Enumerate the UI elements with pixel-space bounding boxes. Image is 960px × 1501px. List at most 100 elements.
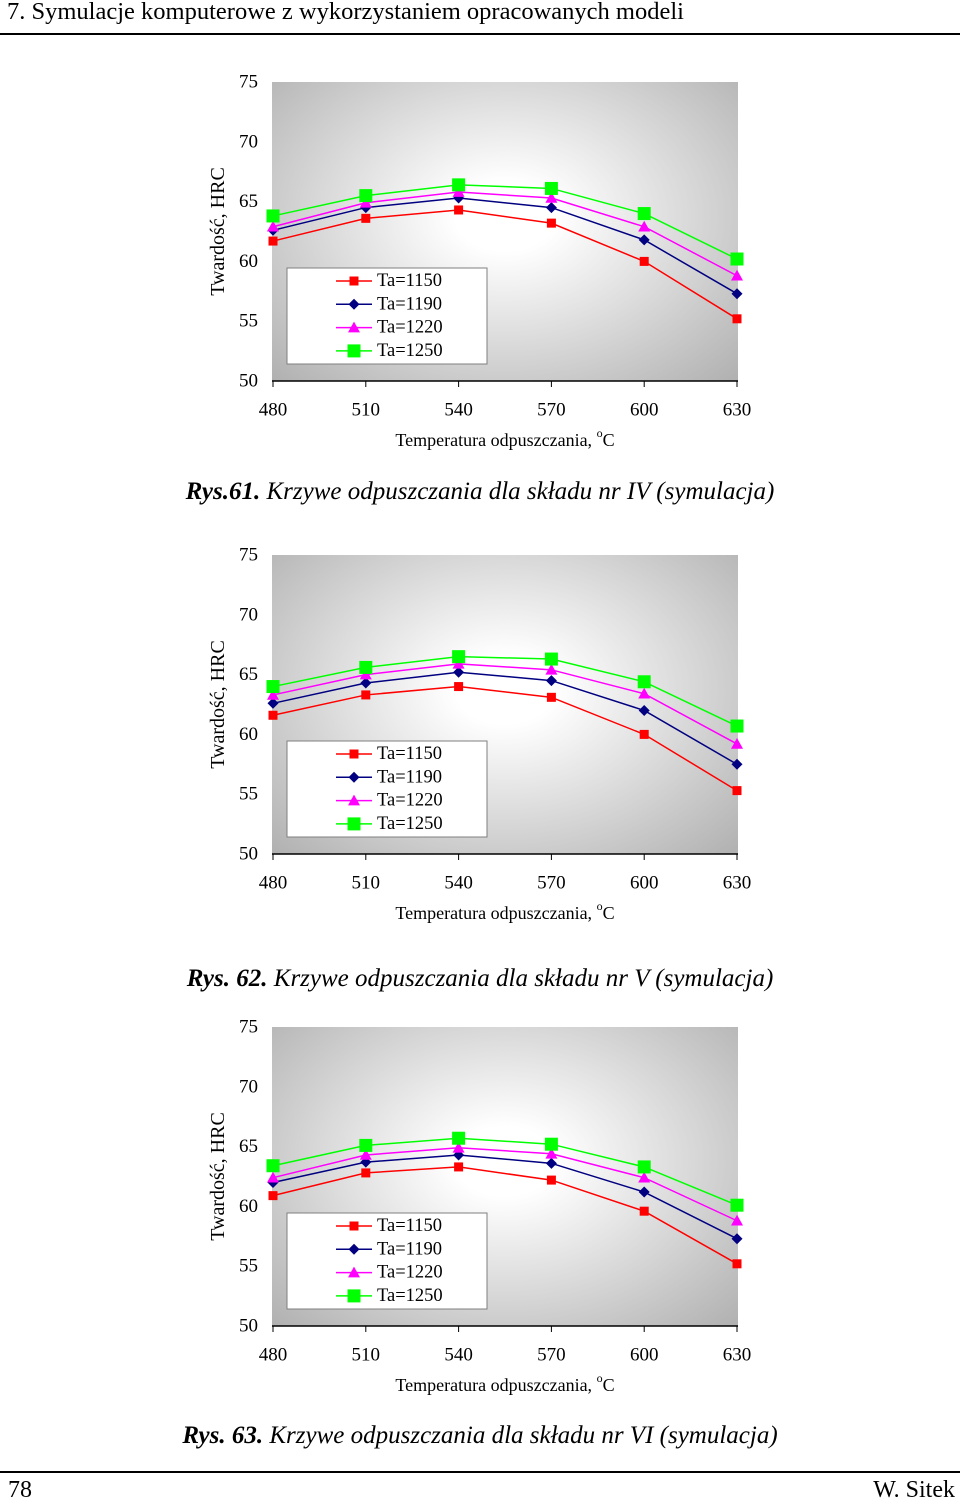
data-point-ta1250 xyxy=(266,1159,280,1173)
figure-caption-text: Krzywe odpuszczania dla składu nr IV (sy… xyxy=(260,478,775,505)
data-point-ta1250 xyxy=(266,209,280,223)
data-point-ta1150 xyxy=(732,786,742,796)
legend-marker-ta1250 xyxy=(347,817,361,831)
data-point-ta1250 xyxy=(266,680,280,694)
data-point-ta1220 xyxy=(452,1141,465,1153)
legend-marker-ta1220 xyxy=(348,1266,360,1278)
y-tick-label: 60 xyxy=(239,251,258,272)
data-point-ta1220 xyxy=(267,688,279,700)
legend-label-ta1190: Ta=1190 xyxy=(377,1239,442,1259)
legend-marker-ta1220 xyxy=(348,321,360,333)
x-tick-label: 570 xyxy=(537,400,566,421)
y-tick-label: 50 xyxy=(239,844,258,865)
y-tick-label: 75 xyxy=(239,545,258,566)
legend-label-ta1220: Ta=1220 xyxy=(377,1263,443,1283)
data-point-ta1150 xyxy=(268,1191,278,1201)
y-tick-label: 65 xyxy=(239,191,258,212)
data-point-ta1250 xyxy=(637,675,651,689)
x-tick-label: 480 xyxy=(259,400,288,421)
chapter-title: 7. Symulacje komputerowe z wykorzystanie… xyxy=(7,0,684,25)
series-line-ta1250 xyxy=(272,1137,738,1206)
data-point-ta1250 xyxy=(637,1160,651,1174)
y-axis-title: Twardość, HRC xyxy=(207,640,229,769)
series-line-ta1190 xyxy=(272,1154,738,1240)
y-tick-label: 55 xyxy=(239,311,258,332)
x-tick-label: 630 xyxy=(723,400,752,421)
data-point-ta1150 xyxy=(454,682,464,692)
page-number: 78 xyxy=(8,1477,32,1501)
data-point-ta1190 xyxy=(638,704,650,716)
data-point-ta1150 xyxy=(268,236,278,246)
data-point-ta1190 xyxy=(731,288,743,300)
data-point-ta1250 xyxy=(452,650,466,664)
footer-rule xyxy=(0,1471,960,1473)
data-point-ta1250 xyxy=(730,1198,744,1212)
data-point-ta1250 xyxy=(730,719,744,733)
series-line-ta1190 xyxy=(272,671,738,765)
x-tick-label: 510 xyxy=(352,400,381,421)
data-point-ta1150 xyxy=(361,213,371,223)
figure-caption-63: Rys. 63. Krzywe odpuszczania dla składu … xyxy=(0,1421,960,1451)
y-tick-label: 70 xyxy=(239,131,258,152)
data-point-ta1150 xyxy=(454,1162,464,1172)
data-point-ta1220 xyxy=(638,1171,651,1183)
data-point-ta1190 xyxy=(638,1186,650,1198)
x-tick-label: 540 xyxy=(444,400,473,421)
data-point-ta1150 xyxy=(732,1259,742,1269)
legend-marker-ta1150 xyxy=(349,749,359,759)
legend-marker-ta1250 xyxy=(347,344,361,358)
y-axis-title: Twardość, HRC xyxy=(207,1112,229,1241)
degree-superscript: o xyxy=(597,1371,603,1385)
data-point-ta1250 xyxy=(544,1137,558,1151)
x-axis-unit: C xyxy=(603,903,615,923)
data-point-ta1220 xyxy=(638,687,651,699)
running-header: 7. Symulacje komputerowe z wykorzystanie… xyxy=(7,0,684,24)
data-point-ta1220 xyxy=(267,1171,279,1183)
y-tick-label: 70 xyxy=(239,1076,258,1097)
x-tick-label: 600 xyxy=(630,873,659,894)
legend-box xyxy=(286,1212,488,1310)
legend-label-ta1250: Ta=1250 xyxy=(377,814,443,834)
data-point-ta1250 xyxy=(452,1131,466,1145)
x-tick-label: 480 xyxy=(259,873,288,894)
data-point-ta1150 xyxy=(361,1168,371,1178)
legend-label-ta1220: Ta=1220 xyxy=(377,318,443,338)
x-tick-label: 570 xyxy=(537,1345,566,1366)
figure-caption-label: Rys.61. xyxy=(185,478,261,505)
data-point-ta1250 xyxy=(359,660,373,674)
legend-marker-ta1190 xyxy=(348,771,360,783)
data-point-ta1190 xyxy=(453,666,465,678)
x-tick-label: 510 xyxy=(352,873,381,894)
data-point-ta1220 xyxy=(731,1214,743,1226)
data-point-ta1150 xyxy=(546,1175,556,1185)
series-line-ta1250 xyxy=(272,655,738,727)
y-tick-label: 55 xyxy=(239,1256,258,1277)
data-point-ta1150 xyxy=(639,1206,649,1216)
header-rule xyxy=(0,33,960,35)
x-tick-label: 540 xyxy=(444,873,473,894)
series-line-ta1220 xyxy=(272,663,738,745)
y-tick-label: 60 xyxy=(239,1196,258,1217)
data-point-ta1220 xyxy=(545,1147,558,1159)
legend-marker-ta1250 xyxy=(347,1289,361,1303)
chart-rys-63: 480 510 540 570 600 630 50 55 60 65 70 75 Twardość, … xyxy=(207,1017,751,1396)
data-point-ta1250 xyxy=(637,207,651,221)
figure-caption-label: Rys. 63. xyxy=(182,1422,264,1449)
data-point-ta1250 xyxy=(359,1138,373,1152)
y-tick-label: 65 xyxy=(239,664,258,685)
figure-caption-61: Rys.61. Krzywe odpuszczania dla składu n… xyxy=(0,477,960,507)
chart-rys-61: 480 510 540 570 600 630 50 55 60 65 70 75 Twardość, … xyxy=(207,72,752,451)
x-tick-label: 540 xyxy=(444,1345,473,1366)
data-point-ta1150 xyxy=(546,692,556,702)
data-point-ta1250 xyxy=(544,181,558,195)
chart-rys-62: 480 510 540 570 600 630 50 55 60 65 70 75 Twardość, … xyxy=(207,545,752,924)
data-point-ta1150 xyxy=(732,314,742,324)
data-point-ta1190 xyxy=(360,677,372,689)
y-tick-label: 75 xyxy=(239,72,258,93)
data-point-ta1220 xyxy=(731,269,743,281)
data-point-ta1220 xyxy=(359,668,372,680)
data-point-ta1150 xyxy=(268,710,278,720)
x-tick-label: 630 xyxy=(723,873,752,894)
legend-label-ta1250: Ta=1250 xyxy=(377,341,443,361)
x-axis-title-text: Temperatura odpuszczania, xyxy=(395,1375,596,1395)
